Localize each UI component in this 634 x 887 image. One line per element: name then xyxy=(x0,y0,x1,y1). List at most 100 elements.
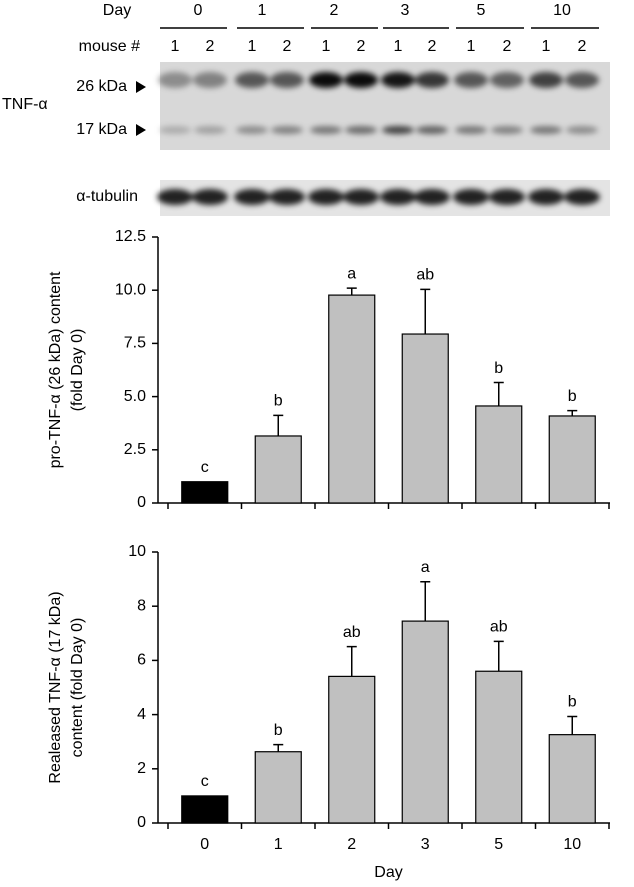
y-tick-label: 10.0 xyxy=(115,281,146,298)
x-tick-label: 1 xyxy=(274,836,283,853)
band xyxy=(271,126,303,134)
band xyxy=(455,126,487,134)
y-tick-label: 10 xyxy=(128,543,146,560)
y-tick-label: 5.0 xyxy=(124,388,146,405)
band xyxy=(159,126,191,134)
band xyxy=(530,126,562,134)
band xyxy=(345,126,377,134)
blot-day: 0 xyxy=(194,2,203,19)
bar xyxy=(401,333,449,504)
blot-mouse: 1 xyxy=(542,38,551,55)
bar-letter: c xyxy=(201,773,209,790)
band xyxy=(343,189,379,205)
band xyxy=(381,72,415,88)
bar-letter: ab xyxy=(416,267,434,284)
bar-letter: b xyxy=(274,393,283,410)
bar xyxy=(181,795,229,824)
blot-panel: Day mouse # 26 kDa 17 kDa TNF-α α-tubuli… xyxy=(2,2,610,216)
band xyxy=(416,126,448,134)
band xyxy=(193,72,227,88)
bar-letter: b xyxy=(494,360,503,377)
bar-letter: a xyxy=(421,559,430,576)
band xyxy=(344,72,378,88)
bar xyxy=(328,675,376,824)
blot-mouse: 1 xyxy=(394,38,403,55)
loading-label: α-tubulin xyxy=(76,188,138,205)
bar-letter: ab xyxy=(490,619,508,636)
band xyxy=(566,126,598,134)
band xyxy=(529,72,563,88)
band xyxy=(414,189,450,205)
band xyxy=(235,72,269,88)
band xyxy=(310,126,342,134)
band-low-label: 17 kDa xyxy=(76,121,127,138)
y-tick-label: 2 xyxy=(137,760,146,777)
blot-day: 10 xyxy=(553,2,571,19)
band xyxy=(380,189,416,205)
band xyxy=(382,126,414,134)
bar-letter: a xyxy=(347,265,356,282)
band xyxy=(157,189,193,205)
error-bar xyxy=(273,414,284,436)
bar xyxy=(475,405,523,504)
x-axis-title: Day xyxy=(374,864,402,881)
y-tick-label: 7.5 xyxy=(124,335,146,352)
arrow xyxy=(136,81,146,93)
blot-mouse: 1 xyxy=(467,38,476,55)
y-axis-title: (fold Day 0) xyxy=(69,329,86,412)
blot-mouse: 1 xyxy=(171,38,180,55)
bar-letter: b xyxy=(568,694,577,711)
blot-day: 5 xyxy=(477,2,486,19)
band xyxy=(158,72,192,88)
blot-mouse: 2 xyxy=(206,38,215,55)
band xyxy=(489,189,525,205)
blot-mouse: 1 xyxy=(322,38,331,55)
bar-letter: ab xyxy=(343,624,361,641)
x-tick-label: 5 xyxy=(494,836,503,853)
band xyxy=(564,189,600,205)
band xyxy=(194,126,226,134)
bar xyxy=(254,751,302,824)
y-tick-label: 12.5 xyxy=(115,228,146,245)
blot-mouse: 1 xyxy=(248,38,257,55)
blot-day: 1 xyxy=(258,2,267,19)
band xyxy=(565,72,599,88)
band xyxy=(454,72,488,88)
blot-mouse: 2 xyxy=(578,38,587,55)
blot-mouse: 2 xyxy=(357,38,366,55)
band xyxy=(528,189,564,205)
target-label: TNF-α xyxy=(2,96,48,113)
x-tick-label: 0 xyxy=(200,836,209,853)
y-axis-title: pro-TNF-α (26 kDa) content xyxy=(47,271,64,468)
error-bar xyxy=(567,715,578,735)
band-high-label: 26 kDa xyxy=(76,78,127,95)
blot-bands xyxy=(157,72,600,205)
blot-mouse: 2 xyxy=(503,38,512,55)
band xyxy=(234,189,270,205)
blot-day: 3 xyxy=(401,2,410,19)
bar xyxy=(548,415,596,504)
blot-day: 2 xyxy=(330,2,339,19)
y-tick-label: 8 xyxy=(137,597,146,614)
bar-letter: b xyxy=(568,388,577,405)
error-bar xyxy=(420,288,431,335)
blot-mouse: 2 xyxy=(428,38,437,55)
error-bar xyxy=(493,381,504,406)
error-bar xyxy=(420,581,431,622)
arrow xyxy=(136,124,146,136)
bar xyxy=(328,294,376,504)
mouse-label: mouse # xyxy=(79,38,140,55)
band xyxy=(236,126,268,134)
band xyxy=(491,126,523,134)
y-axis-title: Realeased TNF-α (17 kDa) xyxy=(47,591,64,783)
x-tick-label: 2 xyxy=(347,836,356,853)
band xyxy=(490,72,524,88)
blot-mouse: 2 xyxy=(283,38,292,55)
band xyxy=(308,189,344,205)
bar xyxy=(548,734,596,824)
band xyxy=(192,189,228,205)
day-label: Day xyxy=(103,2,131,19)
bar-letter: b xyxy=(274,722,283,739)
y-tick-label: 4 xyxy=(137,706,146,723)
